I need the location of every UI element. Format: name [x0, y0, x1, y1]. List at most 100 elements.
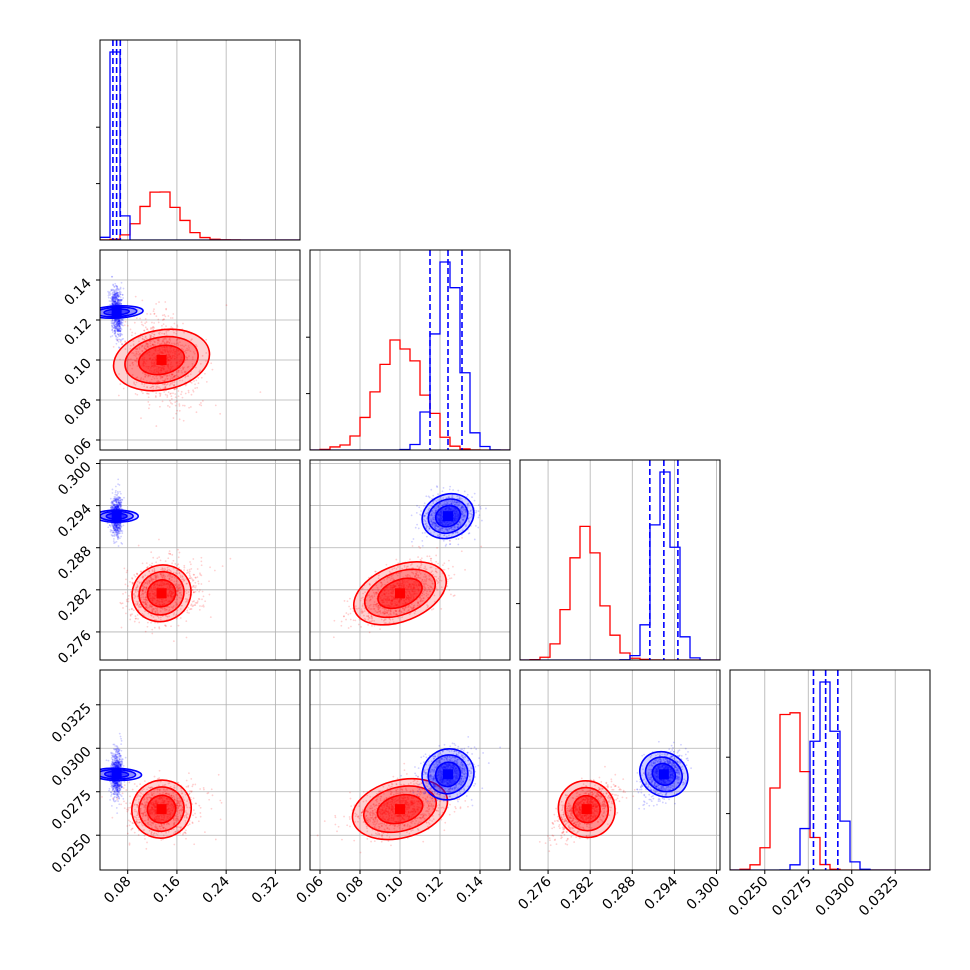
sample-point: [420, 562, 423, 565]
sample-point: [163, 607, 166, 610]
sample-point: [448, 589, 451, 591]
sample-point: [192, 573, 195, 576]
sample-point: [425, 592, 428, 595]
sample-point: [117, 529, 120, 532]
peak-cell-red: [395, 588, 405, 599]
sample-point: [111, 505, 113, 508]
sample-point: [165, 340, 168, 343]
sample-point: [179, 608, 182, 610]
sample-point: [155, 387, 158, 389]
sample-point: [120, 299, 123, 302]
sample-point: [169, 393, 172, 395]
sample-point: [153, 570, 156, 573]
sample-point: [117, 478, 120, 481]
sample-point: [117, 503, 120, 506]
sample-point: [377, 605, 379, 608]
sample-point: [117, 528, 120, 531]
sample-point: [360, 625, 362, 628]
sample-point: [419, 566, 422, 569]
sample-point: [419, 600, 422, 603]
sample-point: [143, 383, 146, 385]
sample-point: [156, 342, 159, 344]
sample-point: [188, 608, 191, 611]
sample-point: [115, 505, 118, 508]
sample-point: [343, 600, 346, 602]
sample-point: [119, 330, 122, 333]
sample-point: [425, 575, 427, 577]
sample-point: [395, 609, 398, 612]
sample-point: [172, 376, 174, 379]
sample-point: [191, 362, 194, 365]
sample-point: [156, 380, 158, 383]
sample-point: [397, 566, 399, 568]
sample-point: [114, 491, 117, 494]
sample-point: [453, 573, 456, 576]
sample-point: [436, 582, 439, 585]
sample-point: [385, 612, 388, 614]
sample-point: [116, 328, 119, 330]
sample-point: [188, 593, 191, 596]
sample-point: [120, 542, 123, 544]
sample-point: [117, 496, 120, 499]
sample-point: [118, 321, 121, 324]
sample-point: [111, 507, 113, 510]
sample-point: [127, 594, 130, 597]
sample-point: [143, 329, 146, 332]
sample-point: [114, 506, 117, 509]
sample-point: [115, 503, 117, 506]
sample-point: [189, 561, 191, 563]
sample-point: [411, 571, 414, 574]
sample-point: [348, 597, 351, 600]
sample-point: [169, 575, 172, 578]
sample-point: [146, 607, 149, 609]
sample-point: [113, 504, 116, 507]
sample-point: [115, 342, 118, 345]
sample-point: [193, 573, 195, 576]
sample-point: [116, 301, 119, 303]
sample-point: [142, 601, 145, 604]
sample-point: [211, 368, 214, 371]
sample-point: [340, 620, 343, 623]
sample-point: [113, 300, 116, 303]
sample-point: [434, 525, 437, 528]
sample-point: [129, 618, 132, 621]
sample-point: [111, 297, 114, 300]
sample-point: [194, 387, 197, 390]
sample-point: [163, 577, 166, 580]
sample-point: [113, 524, 116, 527]
sample-point: [171, 342, 173, 345]
sample-point: [177, 587, 180, 590]
sample-point: [388, 621, 391, 624]
sample-point: [423, 587, 426, 589]
sample-point: [178, 404, 181, 407]
sample-point: [188, 568, 191, 571]
sample-point: [112, 301, 115, 304]
sample-point: [151, 332, 154, 335]
sample-point: [382, 612, 385, 615]
sample-point: [146, 566, 149, 568]
sample-point: [111, 503, 114, 506]
sample-point: [417, 602, 419, 605]
sample-point: [115, 505, 118, 507]
sample-point: [178, 403, 181, 405]
sample-point: [166, 616, 169, 618]
sample-point: [172, 605, 174, 608]
sample-point: [225, 304, 228, 307]
sample-point: [115, 302, 118, 305]
sample-point: [117, 328, 119, 331]
sample-point: [150, 328, 152, 330]
sample-point: [119, 524, 122, 527]
sample-point: [190, 567, 193, 570]
scatter-blue: [100, 275, 144, 349]
sample-point: [419, 600, 422, 603]
sample-point: [164, 386, 166, 389]
sample-point: [176, 598, 179, 601]
sample-point: [161, 567, 164, 570]
sample-point: [116, 324, 119, 327]
sample-point: [185, 351, 188, 354]
sample-point: [117, 329, 119, 332]
sample-point: [172, 571, 175, 574]
sample-point: [115, 500, 117, 503]
sample-point: [194, 590, 197, 593]
sample-point: [408, 609, 410, 611]
